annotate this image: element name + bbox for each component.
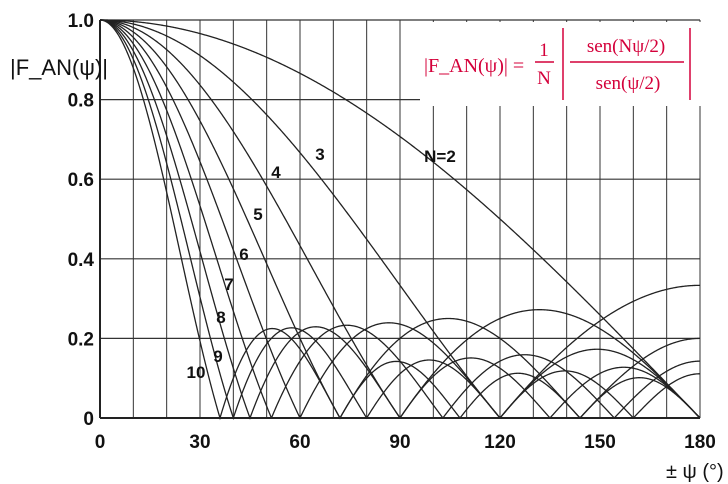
tick-labels: 0 30 60 90 120 150 180 0 0.2 0.4 0.6 0.8 1.0 — [68, 11, 716, 453]
curve-n3 — [100, 19, 701, 420]
formula-abs-num: sen(Nψ/2) — [587, 36, 665, 57]
x-tick-label: 90 — [389, 432, 410, 453]
x-tick-label: 60 — [289, 432, 310, 453]
x-tick-label: 180 — [684, 432, 716, 453]
y-tick-label: 0.6 — [68, 170, 94, 191]
curve-label-n6: 6 — [239, 245, 248, 264]
curve-label-n2: N=2 — [424, 147, 456, 166]
curve-labels: N=2 3 4 5 67 8 9 10 — [187, 145, 456, 382]
y-tick-label: 0.2 — [68, 329, 94, 350]
curve-n9 — [99, 19, 701, 421]
x-tick-label: 150 — [584, 432, 616, 453]
axes-frame — [99, 20, 700, 419]
x-axis-label: ± ψ (°) — [666, 461, 724, 483]
formula-frac-den: N — [537, 68, 551, 89]
x-tick-label: 30 — [189, 432, 210, 453]
curve-label-n5: 5 — [253, 205, 262, 224]
curve-label-n7: 7 — [224, 275, 233, 294]
y-axis-label: |F_AN(ψ)| — [10, 55, 108, 80]
y-tick-label: 0 — [83, 409, 94, 430]
curve-n2 — [100, 19, 701, 419]
curve-label-n9: 9 — [213, 347, 222, 366]
formula-frac-num: 1 — [539, 40, 549, 61]
formula-box: |F_AN(ψ)| = 1 N sen(Nψ/2) sen(ψ/2) — [420, 22, 704, 106]
y-tick-label: 0.8 — [68, 91, 94, 112]
y-tick-label: 0.4 — [68, 250, 95, 271]
formula-abs-den: sen(ψ/2) — [596, 73, 661, 94]
curve-label-n4: 4 — [271, 163, 281, 182]
curve-label-n8: 8 — [216, 308, 225, 327]
curve-n10 — [99, 19, 701, 421]
formula-lhs: |F_AN(ψ)| = — [424, 55, 524, 77]
x-tick-label: 120 — [484, 432, 516, 453]
curve-label-n3: 3 — [315, 145, 324, 164]
curve-label-n10: 10 — [187, 363, 206, 382]
x-tick-label: 0 — [95, 432, 106, 453]
curve-n6 — [99, 19, 701, 420]
y-tick-label: 1.0 — [68, 11, 94, 32]
